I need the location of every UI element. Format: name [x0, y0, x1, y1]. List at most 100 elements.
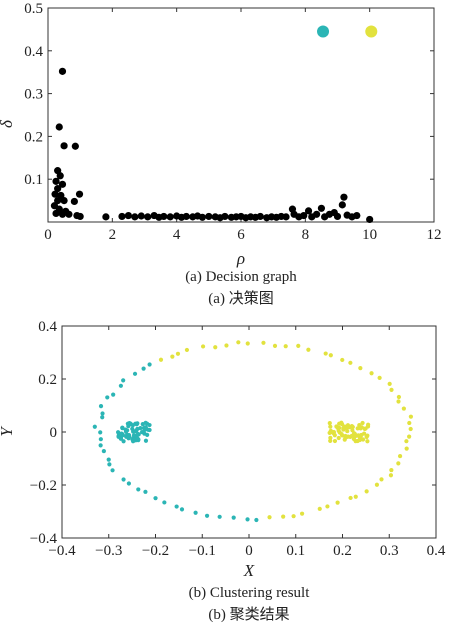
cluster-2-point [379, 477, 384, 482]
data-point [166, 213, 174, 221]
x-tick-label: 0 [44, 227, 52, 243]
cluster-2-point [396, 399, 401, 404]
data-point [102, 213, 110, 221]
cluster-2-point [364, 489, 369, 494]
decision-graph-panel: 0 2 4 6 8 10 12 0.1 0.2 0.3 0.4 0.5 ρ δ (a) Decisi… [0, 1, 442, 307]
cluster-1-point [138, 426, 143, 431]
y-tick-label: 0.4 [24, 44, 43, 60]
data-point [58, 180, 67, 188]
cluster-2-point [213, 345, 218, 350]
cluster-2-point [408, 426, 413, 432]
cluster-1-point [254, 517, 259, 523]
cluster-2-point [365, 439, 370, 444]
cluster-2-point [388, 473, 394, 478]
cluster-2-point [291, 514, 296, 519]
y-tick-label: 0.5 [24, 1, 43, 17]
cluster-2-point [335, 500, 340, 505]
y-tick-label: −0.2 [30, 478, 57, 494]
cluster-1-point [98, 443, 103, 448]
x-tick-label: 0.3 [380, 543, 399, 559]
data-point [52, 177, 60, 185]
cluster-2-point [354, 433, 359, 438]
y-tick-label: 0.1 [24, 172, 43, 188]
cluster-1-point [143, 420, 148, 425]
cluster-2-point [340, 433, 345, 438]
x-tick-label: 0.2 [333, 543, 352, 559]
cluster-2-point [341, 426, 346, 431]
cluster-2-point [355, 438, 360, 444]
data-point [137, 212, 145, 220]
cluster-1-point [143, 425, 148, 430]
y-axis-label-a: δ [0, 119, 16, 128]
cluster-2-point [387, 381, 392, 386]
x-axis-label-b: X [243, 561, 255, 580]
cluster-1-point [123, 429, 129, 434]
data-point [56, 172, 64, 180]
cluster-2-point [328, 424, 333, 429]
cluster-1-point [143, 438, 149, 443]
caption-cn-b: (b) 聚类结果 [208, 606, 289, 623]
data-point [333, 212, 342, 221]
cluster-2-point [348, 360, 353, 365]
data-point [71, 142, 79, 150]
data-point [54, 185, 62, 193]
cluster-2-point [401, 406, 406, 411]
cluster-2-point [170, 354, 175, 359]
data-point [54, 197, 62, 205]
y-tick-label: −0.4 [30, 531, 58, 547]
cluster-2-point [351, 436, 357, 442]
cluster-1-point [141, 366, 146, 371]
cluster-1-point [107, 462, 112, 467]
cluster-2-point [281, 514, 286, 519]
cluster-1-point [145, 432, 150, 437]
cluster-2-point [360, 420, 365, 426]
plot-frame-a [47, 7, 435, 223]
x-tick-label: −0.3 [95, 543, 122, 559]
cluster-2-point [348, 495, 353, 501]
cluster-1-point [179, 507, 185, 512]
cluster-1-point [131, 429, 136, 434]
cluster-1-point [106, 457, 111, 462]
cluster-1-point [204, 513, 210, 518]
data-point [57, 191, 65, 200]
cluster-1-point [231, 515, 236, 520]
data-point [338, 201, 346, 209]
cluster-1-point [126, 481, 131, 486]
data-point [182, 212, 190, 221]
data-point [198, 213, 206, 221]
cluster-1-point [121, 477, 126, 482]
cluster-1-point [98, 437, 103, 442]
cluster-2-point [339, 422, 345, 427]
x-tick-label: 6 [237, 227, 245, 243]
cluster-1-point [100, 415, 105, 420]
cluster-1-point [133, 421, 138, 426]
y-tick-label: 0.2 [24, 129, 43, 145]
cluster-2-point [332, 433, 337, 438]
cluster-1-point [110, 468, 115, 473]
cluster-2-point [337, 430, 342, 435]
cluster-1-point [162, 500, 167, 505]
cluster-2-point [317, 506, 322, 511]
cluster-1-point [131, 439, 136, 444]
cluster-2-point [389, 387, 394, 392]
cluster-2-point [325, 504, 330, 509]
cluster-2-point [328, 353, 333, 358]
cluster-1-point [245, 517, 250, 522]
data-point [51, 190, 59, 198]
cluster-2-point [328, 438, 333, 443]
data-point [317, 204, 326, 212]
cluster-1-point [147, 422, 152, 428]
cluster-1-point [217, 514, 222, 519]
cluster-1-point [120, 426, 125, 431]
cluster-1-point [136, 432, 141, 437]
cluster-1-point [135, 436, 140, 441]
caption-a: (a) Decision graph [185, 269, 297, 285]
data-point [58, 210, 67, 218]
data-point [76, 212, 84, 221]
data-point [221, 212, 229, 221]
data-point [366, 215, 374, 224]
x-tick-label: 8 [302, 227, 310, 243]
cluster-2-point [336, 435, 341, 441]
x-tick-label: 2 [109, 227, 117, 243]
